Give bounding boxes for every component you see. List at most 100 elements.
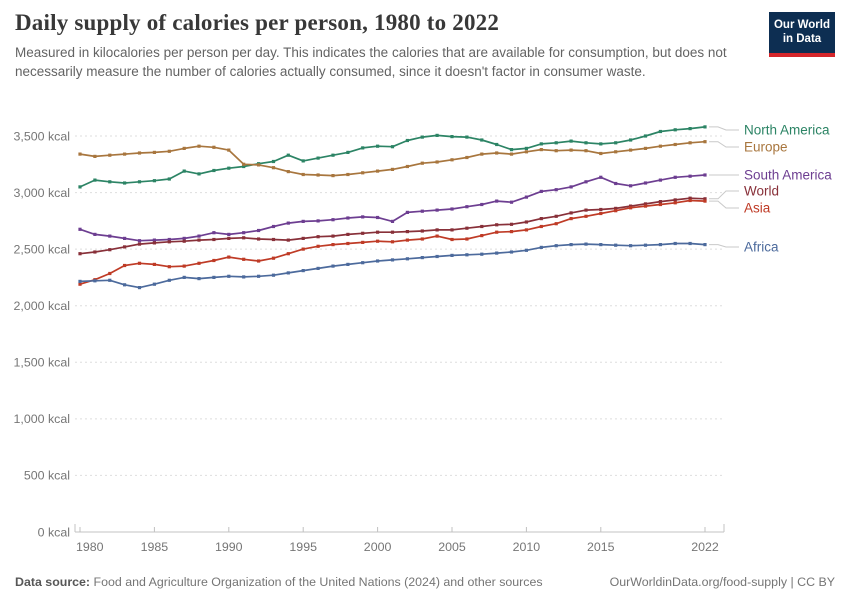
data-point[interactable] <box>435 228 439 232</box>
data-point[interactable] <box>271 224 276 229</box>
data-point[interactable] <box>242 236 246 240</box>
data-point[interactable] <box>480 224 484 229</box>
data-point[interactable] <box>495 251 499 255</box>
data-point[interactable] <box>167 265 171 269</box>
data-point[interactable] <box>524 146 528 150</box>
data-point[interactable] <box>123 245 127 249</box>
data-point[interactable] <box>509 152 514 156</box>
data-point[interactable] <box>524 228 528 232</box>
data-point[interactable] <box>465 135 469 139</box>
legend-label-world[interactable]: World <box>744 184 779 199</box>
data-point[interactable] <box>182 146 186 150</box>
data-point[interactable] <box>480 252 484 256</box>
data-point[interactable] <box>346 232 350 236</box>
data-point[interactable] <box>137 151 142 155</box>
data-point[interactable] <box>465 205 469 209</box>
data-point[interactable] <box>599 207 603 212</box>
data-point[interactable] <box>569 139 573 143</box>
data-point[interactable] <box>599 142 603 146</box>
data-point[interactable] <box>420 135 424 139</box>
data-point[interactable] <box>286 252 290 256</box>
data-point[interactable] <box>614 209 618 213</box>
data-point[interactable] <box>599 175 603 179</box>
data-point[interactable] <box>123 181 127 185</box>
data-point[interactable] <box>331 218 335 222</box>
data-point[interactable] <box>227 236 231 240</box>
data-point[interactable] <box>242 231 246 235</box>
data-point[interactable] <box>108 248 112 252</box>
data-point[interactable] <box>450 228 454 232</box>
data-point[interactable] <box>78 282 82 286</box>
data-point[interactable] <box>673 142 677 147</box>
data-point[interactable] <box>271 166 276 170</box>
data-point[interactable] <box>480 138 484 142</box>
data-point[interactable] <box>390 167 395 171</box>
data-point[interactable] <box>197 277 201 281</box>
data-point[interactable] <box>584 141 588 145</box>
data-point[interactable] <box>465 237 469 241</box>
data-point[interactable] <box>435 208 439 212</box>
data-point[interactable] <box>405 238 409 242</box>
data-point[interactable] <box>703 243 707 247</box>
data-point[interactable] <box>137 180 142 184</box>
data-point[interactable] <box>688 141 692 145</box>
data-point[interactable] <box>539 189 543 193</box>
data-point[interactable] <box>435 133 439 137</box>
data-point[interactable] <box>703 197 707 201</box>
data-point[interactable] <box>405 210 409 214</box>
data-point[interactable] <box>257 274 261 278</box>
data-point[interactable] <box>137 286 142 290</box>
data-point[interactable] <box>376 230 380 234</box>
data-point[interactable] <box>271 159 276 164</box>
data-point[interactable] <box>108 278 112 282</box>
data-point[interactable] <box>509 250 514 254</box>
data-point[interactable] <box>376 144 380 148</box>
data-point[interactable] <box>584 208 588 212</box>
data-point[interactable] <box>286 221 290 225</box>
data-point[interactable] <box>316 173 320 177</box>
data-point[interactable] <box>212 168 216 173</box>
data-point[interactable] <box>108 234 112 238</box>
data-point[interactable] <box>123 263 127 268</box>
data-point[interactable] <box>167 149 171 153</box>
data-point[interactable] <box>539 148 543 152</box>
data-point[interactable] <box>227 232 231 236</box>
data-point[interactable] <box>643 181 648 185</box>
data-point[interactable] <box>405 164 409 169</box>
data-point[interactable] <box>316 156 320 160</box>
data-point[interactable] <box>137 239 142 243</box>
data-point[interactable] <box>286 153 290 157</box>
data-point[interactable] <box>465 226 469 230</box>
series-europe[interactable]: Europe <box>78 140 788 178</box>
data-point[interactable] <box>614 206 618 210</box>
data-point[interactable] <box>286 271 290 275</box>
data-point[interactable] <box>361 171 365 175</box>
data-point[interactable] <box>108 153 112 157</box>
data-point[interactable] <box>450 207 454 211</box>
data-point[interactable] <box>286 170 290 174</box>
data-point[interactable] <box>331 234 335 238</box>
data-point[interactable] <box>495 223 499 227</box>
data-point[interactable] <box>658 129 662 134</box>
data-point[interactable] <box>509 230 514 234</box>
data-point[interactable] <box>614 181 618 186</box>
series-africa[interactable]: Africa <box>78 240 779 290</box>
data-point[interactable] <box>509 148 514 152</box>
data-point[interactable] <box>495 142 499 147</box>
data-point[interactable] <box>182 264 186 268</box>
data-point[interactable] <box>316 244 320 248</box>
data-point[interactable] <box>629 184 633 188</box>
data-point[interactable] <box>405 138 409 143</box>
data-point[interactable] <box>376 259 380 263</box>
data-point[interactable] <box>197 238 201 242</box>
data-point[interactable] <box>93 154 97 158</box>
data-point[interactable] <box>629 206 633 210</box>
data-point[interactable] <box>673 175 677 179</box>
series-south-america[interactable]: South America <box>78 168 832 243</box>
data-point[interactable] <box>152 282 156 286</box>
data-point[interactable] <box>629 244 633 248</box>
data-point[interactable] <box>316 266 320 270</box>
data-point[interactable] <box>435 160 439 164</box>
data-point[interactable] <box>509 200 514 204</box>
data-point[interactable] <box>629 204 633 208</box>
